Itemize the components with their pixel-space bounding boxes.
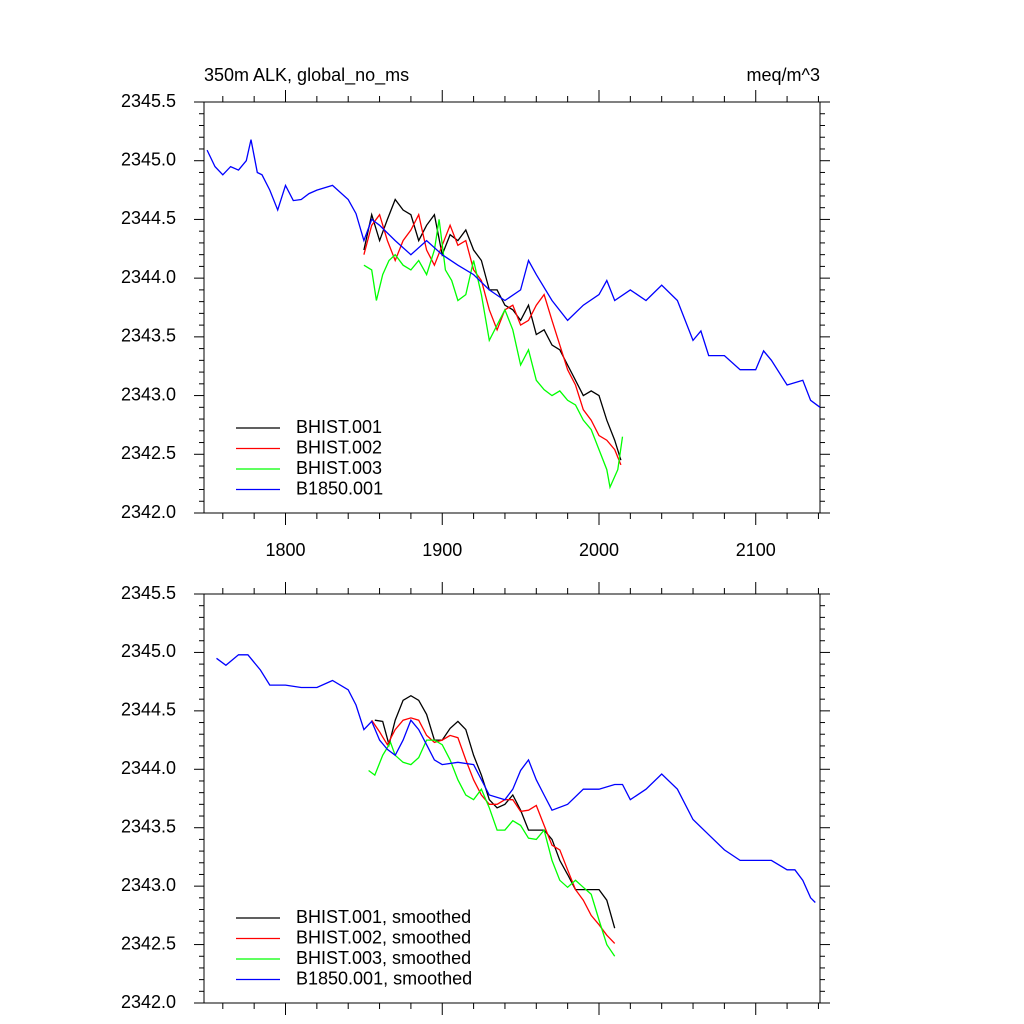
y-tick-label: 2345.5 <box>121 91 176 111</box>
y-tick-label: 2342.5 <box>121 933 176 953</box>
y-tick-label: 2342.0 <box>121 502 176 522</box>
y-tick-label: 2344.0 <box>121 267 176 287</box>
y-tick-label: 2345.0 <box>121 641 176 661</box>
series-line <box>371 717 616 944</box>
legend-label: B1850.001, smoothed <box>296 968 472 988</box>
legend-label: BHIST.003, smoothed <box>296 948 471 968</box>
series-line <box>216 654 816 903</box>
plot-frame <box>203 593 821 1004</box>
series-line <box>206 139 821 408</box>
x-tick-label: 2100 <box>736 540 776 560</box>
y-tick-label: 2344.5 <box>121 208 176 228</box>
y-tick-label: 2343.5 <box>121 326 176 346</box>
y-tick-label: 2343.5 <box>121 816 176 836</box>
x-tick-label: 1800 <box>265 540 305 560</box>
y-tick-label: 2342.0 <box>121 992 176 1012</box>
y-tick-label: 2343.0 <box>121 384 176 404</box>
x-tick-label: 2000 <box>579 540 619 560</box>
y-tick-label: 2344.0 <box>121 758 176 778</box>
y-tick-label: 2345.5 <box>121 583 176 603</box>
legend-label: BHIST.001, smoothed <box>296 907 471 927</box>
y-tick-label: 2342.5 <box>121 443 176 463</box>
legend-label: BHIST.003 <box>296 458 382 478</box>
y-tick-label: 2345.0 <box>121 149 176 169</box>
units-label: meq/m^3 <box>747 65 820 85</box>
y-tick-label: 2344.5 <box>121 700 176 720</box>
series-line <box>363 219 624 490</box>
x-tick-label: 1900 <box>422 540 462 560</box>
plot-frame <box>203 101 821 514</box>
series-line <box>368 739 616 957</box>
legend-label: BHIST.002, smoothed <box>296 927 471 947</box>
y-tick-label: 2343.0 <box>121 875 176 895</box>
series-line <box>363 198 622 461</box>
chart-title: 350m ALK, global_no_ms <box>204 65 409 86</box>
series-line <box>363 212 622 466</box>
legend-label: BHIST.001 <box>296 417 382 437</box>
legend-label: B1850.001 <box>296 478 383 498</box>
legend-label: BHIST.002 <box>296 437 382 457</box>
